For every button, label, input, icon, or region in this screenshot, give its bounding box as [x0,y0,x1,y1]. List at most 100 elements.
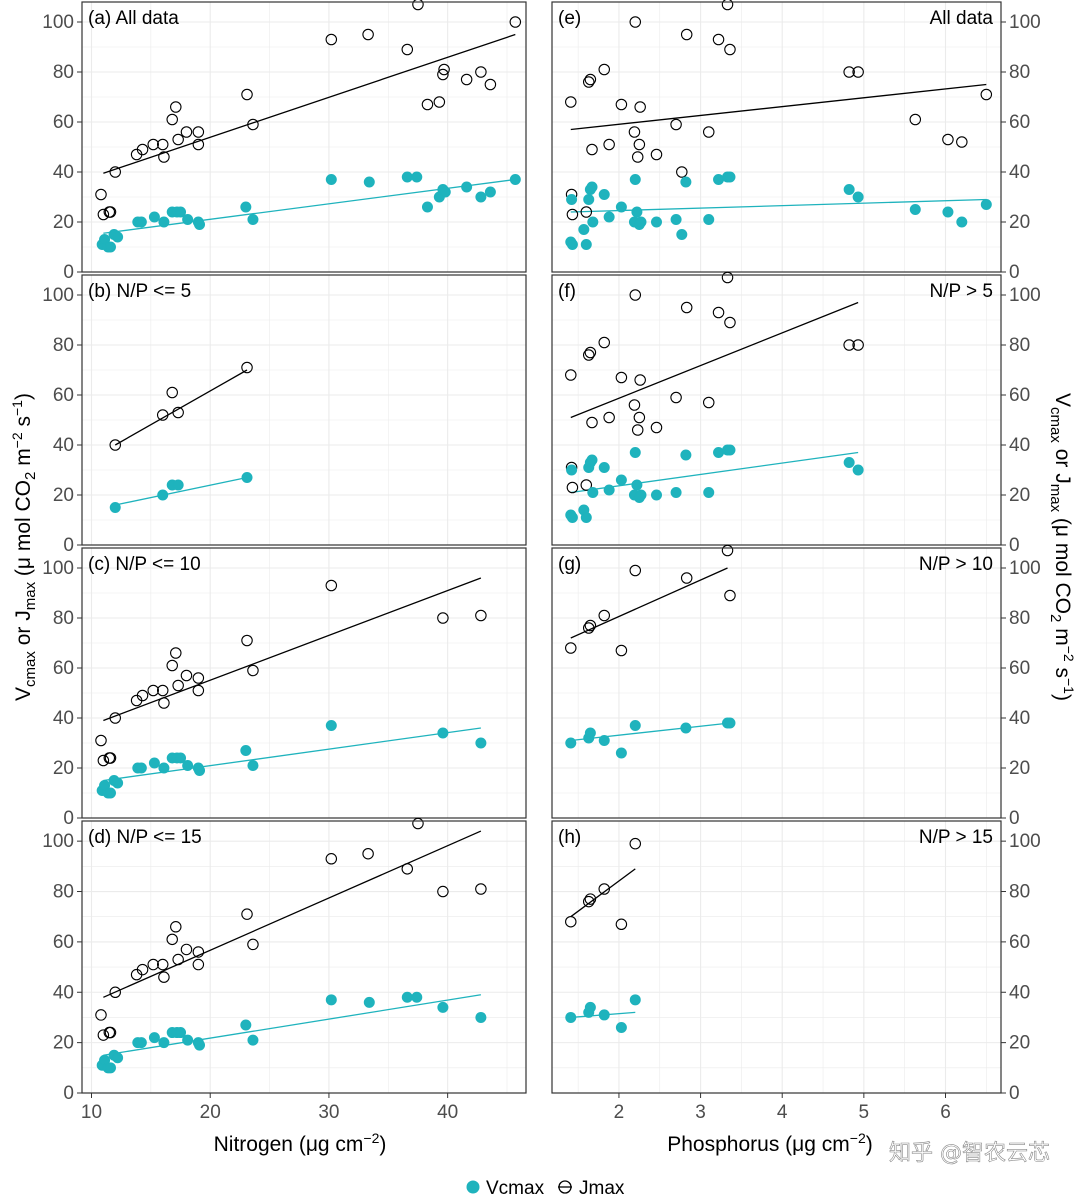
jmax-point [586,143,598,156]
vcmax-point [475,1011,487,1023]
panel-label: (d) N/P <= 15 [88,827,202,848]
jmax-point [566,481,579,494]
jmax-point [565,96,577,108]
vcmax-point [615,201,627,213]
y-tick-label: 20 [53,485,74,506]
panel-5: 0 20 40 60 80 100 (c) N/P <= 10 [42,547,527,829]
jmax-point [156,684,169,697]
jmax-point [180,943,193,956]
vcmax-point [148,757,160,769]
vcmax-point [240,1019,252,1031]
fit-line-vcmax [115,476,248,506]
vcmax-point [586,454,598,466]
jmax-point [584,619,597,632]
vcmax-point [852,464,864,476]
jmax-point [724,589,736,602]
y-tick-label: 40 [53,982,74,1003]
vcmax-point [157,489,169,501]
vcmax-point [631,206,643,218]
jmax-point [166,659,178,672]
jmax-point [582,349,595,361]
x-tick-label: 5 [859,1102,870,1123]
jmax-point [633,138,646,151]
y-tick-label: 100 [42,831,74,852]
jmax-point [172,133,184,146]
y-tick-label: 20 [1009,758,1030,779]
vcmax-point [615,474,627,486]
jmax-point [247,664,259,677]
vcmax-point [852,191,864,203]
fit-line-jmax [103,830,482,998]
jmax-point [629,289,642,301]
jmax-point [241,361,253,374]
y-tick-label: 100 [1009,285,1041,306]
panel-7: 0 20 40 60 80 100 10 20 30 40 (d) N/P <= 15 [42,817,527,1123]
y-tick-label: 100 [1009,12,1041,33]
vcmax-point [439,186,451,198]
jmax-point [721,271,734,284]
vcmax-point [615,1022,627,1034]
y-tick-label: 0 [1009,262,1020,283]
jmax-point [680,301,693,314]
jmax-point [156,409,169,421]
jmax-point [166,113,178,126]
fit-line-jmax [103,33,516,174]
vcmax-point [363,996,375,1008]
jmax-point [192,946,205,958]
jmax-point [843,66,855,78]
panel-background [82,821,526,1093]
y-tick-label: 40 [53,162,74,183]
fit-line-jmax [103,577,482,722]
jmax-point [629,564,642,577]
vcmax-point [135,1037,147,1049]
jmax-point [95,1009,107,1021]
vcmax-point [603,211,615,223]
jmax-point [582,622,595,634]
y-tick-label: 60 [53,932,74,953]
jmax-point [942,133,954,146]
vcmax-point [325,720,337,731]
jmax-point [97,754,110,767]
vcmax-point [631,479,643,491]
jmax-point [676,166,688,178]
y-tick-label: 40 [1009,708,1030,729]
panel-border [551,1,1002,273]
fit-line-vcmax [570,451,859,494]
jmax-point [170,921,182,933]
y-tick-label: 80 [1009,62,1030,83]
panel-label: (g) [558,554,581,575]
y-tick-label: 100 [42,558,74,579]
jmax-point [325,33,338,46]
vcmax-point [104,241,116,253]
jmax-point [241,88,253,101]
vcmax-point [598,1009,610,1021]
x-tick-label: 6 [940,1102,951,1123]
jmax-point [615,98,628,111]
panel-label: (e) [558,8,581,29]
jmax-point [97,208,110,221]
vcmax-point [598,462,610,473]
jmax-point [631,424,644,436]
jmax-point [437,68,449,81]
vcmax-point [584,727,596,739]
jmax-point [565,915,577,928]
vcmax-point [194,219,206,230]
vcmax-point [703,487,715,498]
jmax-point [582,895,595,908]
jmax-point [437,885,449,898]
x-tick-label: 10 [81,1102,102,1123]
vcmax-point [325,174,337,185]
vcmax-point [566,464,578,476]
panel-8: 0 20 40 60 80 100 2 3 4 5 6 (h) N/P > 15 [551,820,1041,1123]
jmax-point [475,609,487,622]
jmax-point [615,918,628,931]
y-tick-label: 0 [63,1083,74,1104]
panel-label: (h) [558,827,581,848]
vcmax-point [112,777,124,789]
vcmax-point [586,181,598,193]
panel-border [551,547,1002,819]
vcmax-point [650,216,662,228]
vcmax-point [680,449,692,461]
y-tick-label: 60 [1009,932,1030,953]
